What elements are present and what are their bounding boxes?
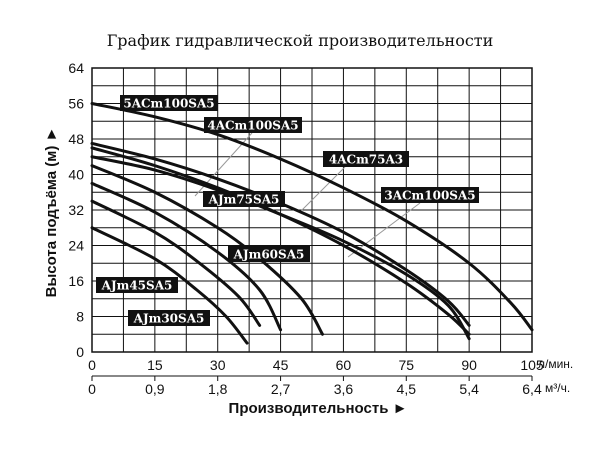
x-tick-label-m3h: 3,6 (334, 381, 354, 397)
curve-4acm100sa5 (90, 141, 471, 327)
x-tick-label-lmin: 90 (461, 357, 477, 373)
series-label-4acm100sa5: 4ACm100SA5 (204, 117, 302, 133)
series-label-bg (204, 117, 302, 133)
y-tick-label: 0 (76, 344, 84, 360)
y-tick-label: 40 (68, 167, 84, 183)
series-label-5acm100sa5: 5ACm100SA5 (120, 95, 218, 111)
x-tick-label-lmin: 15 (147, 357, 163, 373)
x-tick-label-m3h: 5,4 (459, 381, 479, 397)
x-tick-label-lmin: 0 (88, 357, 96, 373)
x-tick-label-lmin: 105 (520, 357, 544, 373)
series-label-text: 5ACm100SA5 (123, 97, 214, 111)
y-tick-labels: 0 8 16 24 32 40 48 56 64 (68, 60, 84, 360)
curve-ajm45sa5 (90, 199, 262, 327)
curve-ajm75sa5 (90, 164, 324, 336)
curve-ajm60sa5 (90, 181, 283, 332)
x-tick-label-lmin: 60 (336, 357, 352, 373)
y-tick-label: 32 (68, 202, 84, 218)
x-unit-lmin: л/мин. (538, 357, 573, 371)
x-tick-label-lmin: 30 (210, 357, 226, 373)
x-tick-label-m3h: 6,4 (522, 381, 542, 397)
y-tick-label: 24 (68, 238, 84, 254)
series-label-text: AJm75SA5 (208, 193, 280, 207)
series-label-text: AJm30SA5 (133, 312, 205, 326)
y-tick-label: 16 (68, 273, 84, 289)
series-label-ajm45sa5: AJm45SA5 (96, 277, 178, 293)
series-label-text: 4ACm100SA5 (207, 119, 298, 133)
series-label-ajm75sa5: AJm75SA5 (203, 191, 285, 207)
chart-title: График гидравлической производительности (107, 31, 494, 50)
series-label-ajm30sa5: AJm30SA5 (128, 310, 210, 326)
x-tick-label-m3h: 4,5 (397, 381, 417, 397)
y-tick-label: 8 (76, 309, 84, 325)
y-axis-label: Высота подъёма (м) ► (43, 127, 60, 298)
curve-ajm30sa5 (90, 226, 249, 345)
curve-5acm100sa5 (90, 102, 534, 332)
series-label-bg (128, 310, 210, 326)
series-label-bg (120, 95, 218, 111)
x-tick-labels: 0 15 30 45 60 75 90 105 0 0,9 1,8 2,7 3,6 4,5 5,4 6,4 (88, 357, 544, 397)
curve-3acm100sa5 (90, 155, 471, 341)
x-tick-label-m3h: 1,8 (208, 381, 228, 397)
series-label-3acm100sa5: 3ACm100SA5 (381, 187, 479, 203)
x-tick-label-m3h: 0,9 (145, 381, 165, 397)
x-unit-m3h: м³/ч. (545, 381, 570, 395)
series-label-bg (96, 277, 178, 293)
series-label-ajm60sa5: AJm60SA5 (228, 246, 310, 262)
x-tick-label-m3h: 0 (88, 381, 96, 397)
series-label-bg (323, 151, 409, 167)
series-label-bg (228, 246, 310, 262)
x-tick-label-lmin: 75 (398, 357, 414, 373)
label-leader-4acm75a3 (299, 166, 346, 213)
series-label-text: 3ACm100SA5 (384, 189, 475, 203)
x-tick-label-lmin: 45 (273, 357, 289, 373)
plot-frame (91, 67, 533, 353)
series-label-bg (203, 191, 285, 207)
y-tick-label: 48 (68, 131, 84, 147)
series-label-text: 4ACm75A3 (329, 153, 403, 167)
series-labels: 5ACm100SA5 4ACm100SA5 4ACm75A3 3ACm100SA5 AJ… (96, 95, 479, 326)
series-label-4acm75a3: 4ACm75A3 (323, 151, 409, 167)
x-axis-label: Производительность ► (229, 400, 408, 417)
y-tick-label: 56 (68, 96, 84, 112)
y-tick-label: 64 (68, 60, 84, 76)
series-curves (90, 102, 534, 345)
series-label-text: AJm60SA5 (233, 248, 305, 262)
x-tick-label-m3h: 2,7 (271, 381, 291, 397)
series-label-bg (381, 187, 479, 203)
series-label-text: AJm45SA5 (101, 279, 173, 293)
